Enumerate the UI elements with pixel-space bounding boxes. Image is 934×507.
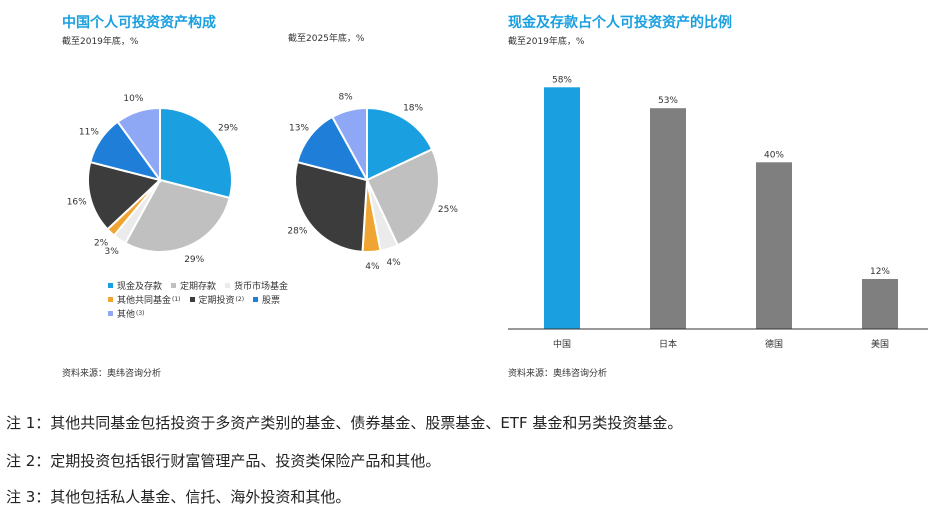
pie-2025-slice-4 <box>294 160 369 253</box>
legend-item-money-market: 货币市场基金 <box>225 279 288 292</box>
right-chart-title: 现金及存款占个人可投资资产的比例 <box>508 15 732 31</box>
pie-2025-label-5: 13% <box>289 123 309 133</box>
legend-row: 现金及存款 定期存款 货币市场基金 <box>108 278 348 292</box>
pie-2019-slice-6 <box>116 106 161 184</box>
footnote-1: 注 1：其他共同基金包括投资于多资产类别的基金、债券基金、股票基金、ETF 基金… <box>6 414 683 432</box>
legend-swatch <box>108 282 113 288</box>
legend-label: 货币市场基金 <box>234 281 289 292</box>
pie-2019-slice-4 <box>87 160 163 231</box>
pie-2019-label-5: 11% <box>79 128 99 138</box>
pie-2025-label-4: 28% <box>287 227 307 237</box>
legend-swatch <box>253 296 259 302</box>
pie-legend: 现金及存款 定期存款 货币市场基金 其他共同基金 (1) 定期投资 (2) 股票 其… <box>108 278 348 320</box>
legend-footnote-mark: (1) <box>172 295 181 303</box>
pie-charts: 29% 29% 3%2% 16% 11% 10% 18% 25% 4% 4% 28% 13% 8% <box>67 93 459 272</box>
bar-chart-subtitle: 截至2019年底，% <box>508 37 585 47</box>
bar-2 <box>756 162 792 329</box>
legend-footnote-mark: (2) <box>235 295 245 303</box>
pie-2025-slice-1 <box>365 148 440 247</box>
right-source-note: 资料来源：奥纬咨询分析 <box>508 369 608 379</box>
pie-2025-label-1: 25% <box>438 205 458 215</box>
bar-value-label-1: 53% <box>658 96 678 106</box>
legend-swatch <box>108 310 113 316</box>
pie-2019-label-3: 2% <box>94 239 109 249</box>
legend-label: 其他共同基金 <box>117 295 172 306</box>
pie-2025-subtitle: 截至2025年底，% <box>288 34 365 44</box>
pie-2025-slice-0 <box>366 106 434 182</box>
bar-category-label-0: 中国 <box>553 338 571 350</box>
bar-1 <box>650 108 686 329</box>
legend-swatch <box>108 296 113 302</box>
footnote-3: 注 3：其他包括私人基金、信托、海外投资和其他。 <box>6 488 351 506</box>
legend-item-other-funds: 其他共同基金 (1) <box>108 293 181 306</box>
legend-item-cash: 现金及存款 <box>108 279 162 292</box>
bar-0 <box>544 87 580 329</box>
legend-swatch <box>189 296 195 302</box>
footnote-2: 注 2：定期投资包括银行财富管理产品、投资类保险产品和其他。 <box>6 452 441 470</box>
legend-item-stocks: 股票 <box>253 293 280 306</box>
pie-2025-label-2: 4% <box>386 258 401 268</box>
legend-label: 定期投资 <box>198 295 235 306</box>
bar-value-label-2: 40% <box>764 150 784 160</box>
bar-value-label-3: 12% <box>870 267 890 277</box>
pie-2019-label-4: 16% <box>67 197 87 207</box>
legend-label: 定期存款 <box>180 281 217 292</box>
pie-2025-label-6: 8% <box>338 93 353 103</box>
pie-2025-label-3: 4% <box>365 262 380 272</box>
legend-label: 股票 <box>262 295 281 306</box>
legend-item-term-investment: 定期投资 (2) <box>189 293 245 306</box>
pie-2019-label-0: 29% <box>218 123 238 133</box>
pie-2019-slice-0 <box>159 106 233 200</box>
legend-row: 其他 (3) <box>108 306 348 320</box>
legend-swatch <box>225 282 231 288</box>
pie-2019-label-2: 3% <box>105 247 120 257</box>
legend-item-time-deposit: 定期存款 <box>171 279 216 292</box>
legend-footnote-mark: (3) <box>136 309 145 317</box>
legend-label: 现金及存款 <box>117 281 163 292</box>
bar-category-label-1: 日本 <box>659 338 677 350</box>
legend-item-other: 其他 (3) <box>108 307 145 320</box>
pie-2019-slice-1 <box>123 178 231 253</box>
pie-2019-label-6: 10% <box>123 94 143 104</box>
bar-3 <box>862 279 898 329</box>
bar-category-label-2: 德国 <box>765 338 783 350</box>
legend-swatch <box>171 282 177 288</box>
pie-2019-subtitle: 截至2019年底，% <box>62 37 139 47</box>
legend-label: 其他 <box>117 309 136 320</box>
left-chart-title: 中国个人可投资资产构成 <box>62 15 216 31</box>
pie-2025-slice-5 <box>296 115 369 182</box>
legend-row: 其他共同基金 (1) 定期投资 (2) 股票 <box>108 292 348 306</box>
bar-value-label-0: 58% <box>552 75 572 85</box>
left-source-note: 资料来源：奥纬咨询分析 <box>62 369 162 379</box>
pie-2025-slice-6 <box>330 106 368 181</box>
pie-2025-label-0: 18% <box>403 103 423 113</box>
bar-category-label-3: 美国 <box>871 338 889 350</box>
pie-2019-label-1: 29% <box>184 255 204 265</box>
bar-chart: 58% 中国 53% 日本 40% 德国 12% 美国 <box>508 75 928 350</box>
